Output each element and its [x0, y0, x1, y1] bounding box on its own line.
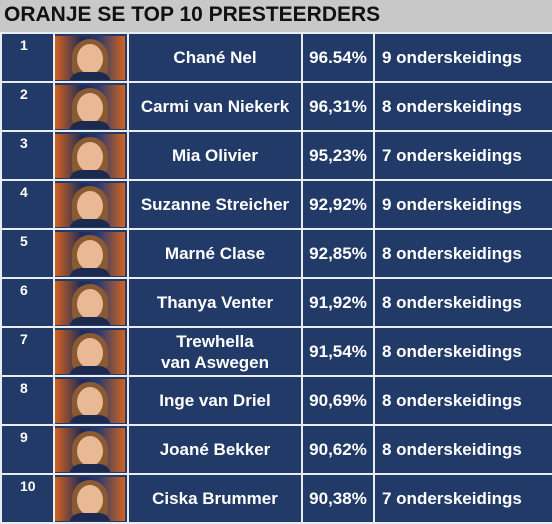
- title-bar: ORANJE SE TOP 10 PRESTEERDERS: [0, 0, 552, 32]
- table-row: 9 Joané Bekker 90,62% 8 onderskeidings: [0, 424, 552, 475]
- percentage-cell: 91,54%: [301, 326, 375, 377]
- name-cell: Joané Bekker: [127, 424, 303, 475]
- photo-cell: [53, 228, 129, 279]
- table-row: 6 Thanya Venter 91,92% 8 onderskeidings: [0, 277, 552, 328]
- name-line-1: Joané Bekker: [159, 440, 271, 459]
- rank-cell: 5: [0, 228, 55, 279]
- rank-cell: 2: [0, 81, 55, 132]
- student-photo: [55, 476, 125, 521]
- rank-cell: 6: [0, 277, 55, 328]
- name-line-1: Inge van Driel: [159, 391, 271, 410]
- rank-cell: 4: [0, 179, 55, 230]
- percentage-cell: 96.54%: [301, 32, 375, 83]
- name-line-1: Carmi van Niekerk: [140, 97, 290, 116]
- name-line-1: Ciska Brummer: [152, 489, 278, 508]
- name-cell: Mia Olivier: [127, 130, 303, 181]
- name-cell: Ciska Brummer: [127, 473, 303, 524]
- rank-cell: 3: [0, 130, 55, 181]
- name-cell: Suzanne Streicher: [127, 179, 303, 230]
- percentage-cell: 90,69%: [301, 375, 375, 426]
- photo-cell: [53, 326, 129, 377]
- name-cell: Thanya Venter: [127, 277, 303, 328]
- photo-cell: [53, 130, 129, 181]
- rank-cell: 1: [0, 32, 55, 83]
- percentage-cell: 90,62%: [301, 424, 375, 475]
- table-row: 7 Trewhella van Aswegen 91,54% 8 ondersk…: [0, 326, 552, 377]
- percentage-cell: 91,92%: [301, 277, 375, 328]
- name-cell: Carmi van Niekerk: [127, 81, 303, 132]
- distinctions-cell: 8 onderskeidings: [373, 424, 552, 475]
- percentage-cell: 92,92%: [301, 179, 375, 230]
- distinctions-cell: 7 onderskeidings: [373, 130, 552, 181]
- student-photo: [55, 35, 125, 80]
- student-photo: [55, 280, 125, 325]
- student-photo: [55, 133, 125, 178]
- photo-cell: [53, 473, 129, 524]
- photo-cell: [53, 81, 129, 132]
- leaderboard-table: 1 Chané Nel 96.54% 9 onderskeidings 2: [0, 32, 552, 524]
- distinctions-cell: 8 onderskeidings: [373, 81, 552, 132]
- photo-cell: [53, 424, 129, 475]
- page-title: ORANJE SE TOP 10 PRESTEERDERS: [4, 3, 381, 26]
- table-row: 3 Mia Olivier 95,23% 7 onderskeidings: [0, 130, 552, 181]
- student-photo: [55, 427, 125, 472]
- table-row: 2 Carmi van Niekerk 96,31% 8 onderskeidi…: [0, 81, 552, 132]
- rank-cell: 8: [0, 375, 55, 426]
- name-line-2: van Aswegen: [160, 352, 270, 372]
- name-line-1: Mia Olivier: [172, 146, 258, 165]
- percentage-cell: 95,23%: [301, 130, 375, 181]
- distinctions-cell: 8 onderskeidings: [373, 375, 552, 426]
- table-row: 5 Marné Clase 92,85% 8 onderskeidings: [0, 228, 552, 279]
- distinctions-cell: 9 onderskeidings: [373, 32, 552, 83]
- student-photo: [55, 378, 125, 423]
- photo-cell: [53, 375, 129, 426]
- student-photo: [55, 329, 125, 374]
- name-cell: Marné Clase: [127, 228, 303, 279]
- photo-cell: [53, 277, 129, 328]
- distinctions-cell: 8 onderskeidings: [373, 228, 552, 279]
- student-photo: [55, 231, 125, 276]
- rank-cell: 7: [0, 326, 55, 377]
- name-line-1: Chané Nel: [173, 48, 257, 67]
- name-line-1: Marné Clase: [164, 244, 266, 263]
- percentage-cell: 96,31%: [301, 81, 375, 132]
- table-row: 8 Inge van Driel 90,69% 8 onderskeidings: [0, 375, 552, 426]
- distinctions-cell: 7 onderskeidings: [373, 473, 552, 524]
- name-line-1: Trewhella: [176, 331, 254, 351]
- percentage-cell: 92,85%: [301, 228, 375, 279]
- table-row: 4 Suzanne Streicher 92,92% 9 onderskeidi…: [0, 179, 552, 230]
- name-cell: Trewhella van Aswegen: [127, 326, 303, 377]
- distinctions-cell: 8 onderskeidings: [373, 326, 552, 377]
- photo-cell: [53, 32, 129, 83]
- leaderboard-body: 1 Chané Nel 96.54% 9 onderskeidings 2: [0, 32, 552, 524]
- name-cell: Chané Nel: [127, 32, 303, 83]
- rank-cell: 9: [0, 424, 55, 475]
- student-photo: [55, 84, 125, 129]
- name-cell: Inge van Driel: [127, 375, 303, 426]
- name-line-1: Suzanne Streicher: [140, 195, 290, 214]
- table-row: 1 Chané Nel 96.54% 9 onderskeidings: [0, 32, 552, 83]
- name-line-1: Thanya Venter: [156, 293, 274, 312]
- student-photo: [55, 182, 125, 227]
- distinctions-cell: 9 onderskeidings: [373, 179, 552, 230]
- photo-cell: [53, 179, 129, 230]
- distinctions-cell: 8 onderskeidings: [373, 277, 552, 328]
